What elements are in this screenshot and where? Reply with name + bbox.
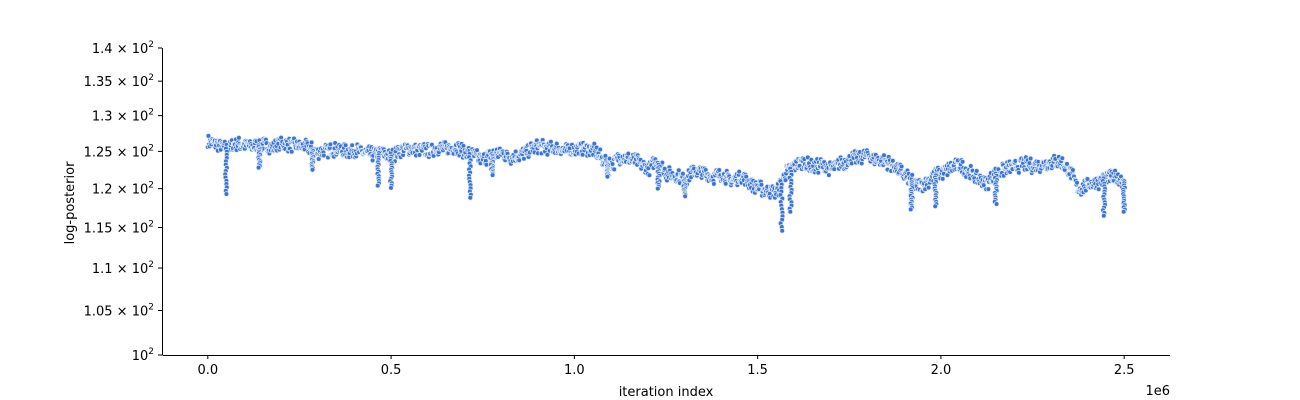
x-offset-label: 1e6 [1145,384,1170,399]
data-point [255,164,262,171]
data-point [1064,161,1070,167]
data-point [680,170,686,177]
data-point [967,163,974,169]
data-point [1027,155,1034,162]
data-point [416,152,423,158]
y-tick-label: 1.25 × 102 [84,143,154,160]
data-point [736,168,742,175]
data-point [483,162,490,168]
data-point [889,157,896,164]
data-point [489,172,496,178]
x-tick-label: 2.0 [931,363,952,378]
data-point [579,151,586,158]
scatter-points [205,133,1128,234]
data-point [597,146,603,153]
data-point [309,167,316,173]
data-point [349,142,355,149]
data-point [1070,167,1076,173]
data-point [722,181,729,187]
data-point [611,166,617,173]
x-tick-label: 2.5 [1114,363,1135,378]
x-tick-label: 1.5 [747,363,768,378]
data-point [925,184,932,191]
x-ticks: 0.0 0.5 1.0 1.5 2.0 2.5 [197,355,1135,378]
x-tick-label: 0.0 [197,363,218,378]
x-tick-label: 1.0 [564,363,585,378]
data-point [544,151,551,158]
data-point [907,206,914,213]
data-point [1120,208,1127,215]
y-axis-label: log-posterior [63,161,78,244]
data-point [973,168,980,174]
data-point [1101,212,1107,219]
y-tick-label: 1.3 × 102 [92,108,154,125]
data-point [716,167,722,173]
data-point [342,142,349,149]
data-point [826,172,832,178]
data-point [625,150,632,157]
y-ticks: 102 1.05 × 102 1.1 × 102 1.15 × 102 1.2 × 10… [84,40,162,364]
y-tick-label: 1.35 × 102 [84,73,154,90]
data-point [779,227,785,234]
data-point [236,135,242,141]
data-point [548,138,554,145]
data-point [1095,186,1102,193]
data-point [787,208,794,215]
data-point [909,172,915,178]
data-point [646,172,653,179]
data-point [1084,176,1091,182]
data-point [682,193,688,200]
data-point [474,147,480,153]
x-axis-label: iteration index [619,385,714,400]
data-point [1016,170,1022,176]
data-point [516,157,522,164]
data-point [467,195,474,201]
data-point [815,170,822,176]
data-point [711,181,717,187]
axes [162,48,1170,356]
data-point [388,185,394,191]
data-point [959,159,966,165]
x-tick-label: 0.5 [381,363,402,378]
data-point [512,148,519,155]
data-point [993,201,1000,207]
data-point [881,152,887,159]
data-point [327,141,334,148]
data-point [898,163,905,170]
data-point [782,177,789,183]
y-tick-label: 1.15 × 102 [84,219,154,236]
data-point [939,176,946,182]
data-point [1059,155,1066,162]
data-point [308,139,315,146]
y-tick-label: 1.05 × 102 [84,302,154,319]
data-point [288,148,295,155]
data-point [521,156,527,162]
data-point [223,191,230,197]
y-tick-label: 102 [132,347,154,364]
data-point [369,157,376,164]
data-point [932,203,938,210]
y-tick-label: 1.1 × 102 [92,260,154,277]
data-point [831,166,837,172]
y-tick-label: 1.4 × 102 [92,40,154,57]
y-tick-label: 1.2 × 102 [92,181,154,198]
data-point [675,167,682,174]
data-point [1074,180,1080,186]
data-point [374,182,381,189]
data-point [985,186,992,192]
data-point [654,185,661,192]
data-point [604,173,611,180]
